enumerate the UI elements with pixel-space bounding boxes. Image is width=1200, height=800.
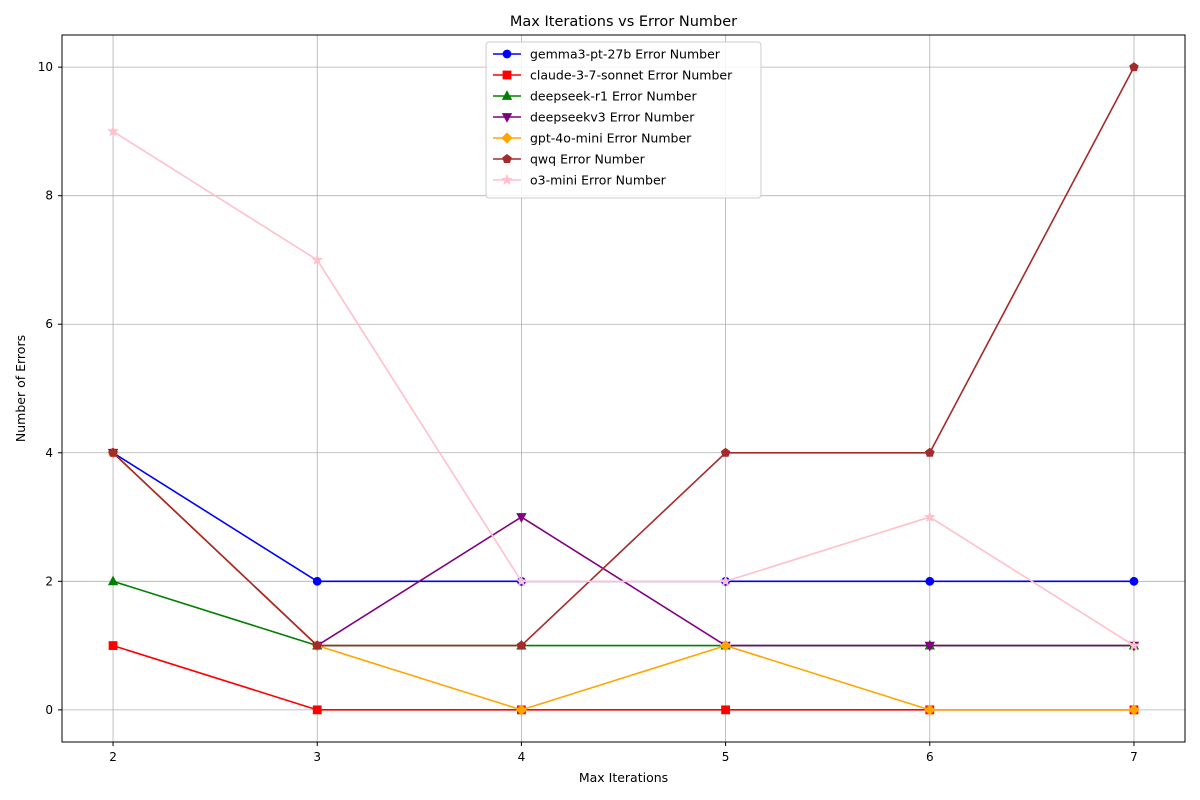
data-point (1129, 576, 1139, 586)
data-point (720, 447, 731, 457)
legend-box (485, 41, 762, 199)
data-point (923, 510, 936, 523)
data-point (312, 576, 322, 586)
legend-marker (502, 49, 512, 59)
plot-area-frame (61, 34, 1186, 743)
chart-title: Max Iterations vs Error Number (510, 14, 737, 30)
x-tick-label: 6 (926, 750, 934, 764)
legend-item: qwq Error Number (493, 152, 646, 167)
data-point (108, 641, 118, 650)
legend: gemma3-pt-27b Error Number claude-3-7-son… (485, 41, 762, 199)
data-point (311, 253, 324, 265)
x-tick-label: 4 (518, 750, 526, 764)
x-axis-label: Max Iterations (579, 770, 668, 785)
series-5 (108, 62, 1139, 650)
data-point (925, 576, 935, 586)
data-point (312, 640, 322, 650)
series-line (112, 130, 1135, 647)
legend-marker (501, 90, 513, 100)
series-layer (107, 62, 1140, 716)
y-tick-label: 2 (45, 574, 53, 588)
legend-label: deepseekv3 Error Number (530, 110, 695, 125)
legend-marker (501, 113, 513, 123)
series-line (112, 580, 1134, 647)
legend-marker (502, 70, 512, 80)
data-point (720, 640, 732, 652)
data-point (312, 705, 322, 715)
y-axis-label: Number of Errors (13, 335, 28, 442)
x-tick-label: 7 (1130, 750, 1138, 764)
data-point (1128, 704, 1140, 716)
legend-item: o3-mini Error Number (493, 173, 667, 188)
data-point (721, 705, 730, 715)
y-tick-label: 0 (45, 703, 53, 717)
axis-ticks: 2 3 4 5 6 7 0 2 4 6 8 10 (38, 60, 1138, 764)
data-point (515, 575, 528, 587)
data-point (516, 640, 527, 650)
legend-label: qwq Error Number (530, 152, 646, 167)
legend-label: deepseek-r1 Error Number (530, 89, 697, 104)
legend-item: gpt-4o-mini Error Number (493, 131, 692, 146)
legend-item: claude-3-7-sonnet Error Number (493, 68, 733, 83)
y-tick-label: 10 (38, 60, 53, 74)
y-tick-label: 8 (45, 189, 53, 203)
x-tick-label: 5 (722, 750, 730, 764)
series-line (112, 66, 1135, 647)
series-6 (107, 125, 1140, 651)
series-line (112, 452, 1134, 583)
data-point (924, 641, 935, 652)
data-point (107, 125, 119, 137)
series-2 (107, 575, 1140, 650)
data-point (924, 704, 936, 716)
series-0 (108, 448, 1139, 586)
legend-item: gemma3-pt-27b Error Number (493, 47, 721, 62)
legend-marker (501, 173, 513, 185)
data-point (515, 704, 527, 716)
data-point (1128, 639, 1140, 651)
data-point (1129, 62, 1139, 72)
legend-label: claude-3-7-sonnet Error Number (530, 68, 733, 83)
x-tick-label: 2 (109, 750, 117, 764)
legend-item: deepseekv3 Error Number (493, 110, 695, 125)
data-point (719, 575, 732, 587)
legend-label: gemma3-pt-27b Error Number (530, 47, 721, 62)
x-tick-label: 3 (313, 750, 321, 764)
legend-item: deepseek-r1 Error Number (493, 89, 697, 104)
y-tick-label: 6 (45, 317, 53, 331)
data-point (925, 447, 935, 457)
legend-label: o3-mini Error Number (530, 173, 667, 188)
data-point (107, 575, 119, 586)
y-tick-label: 4 (45, 446, 53, 460)
legend-marker (502, 154, 512, 164)
data-point (108, 447, 118, 457)
data-point (516, 513, 527, 523)
legend-label: gpt-4o-mini Error Number (530, 131, 692, 146)
legend-marker (501, 132, 513, 144)
